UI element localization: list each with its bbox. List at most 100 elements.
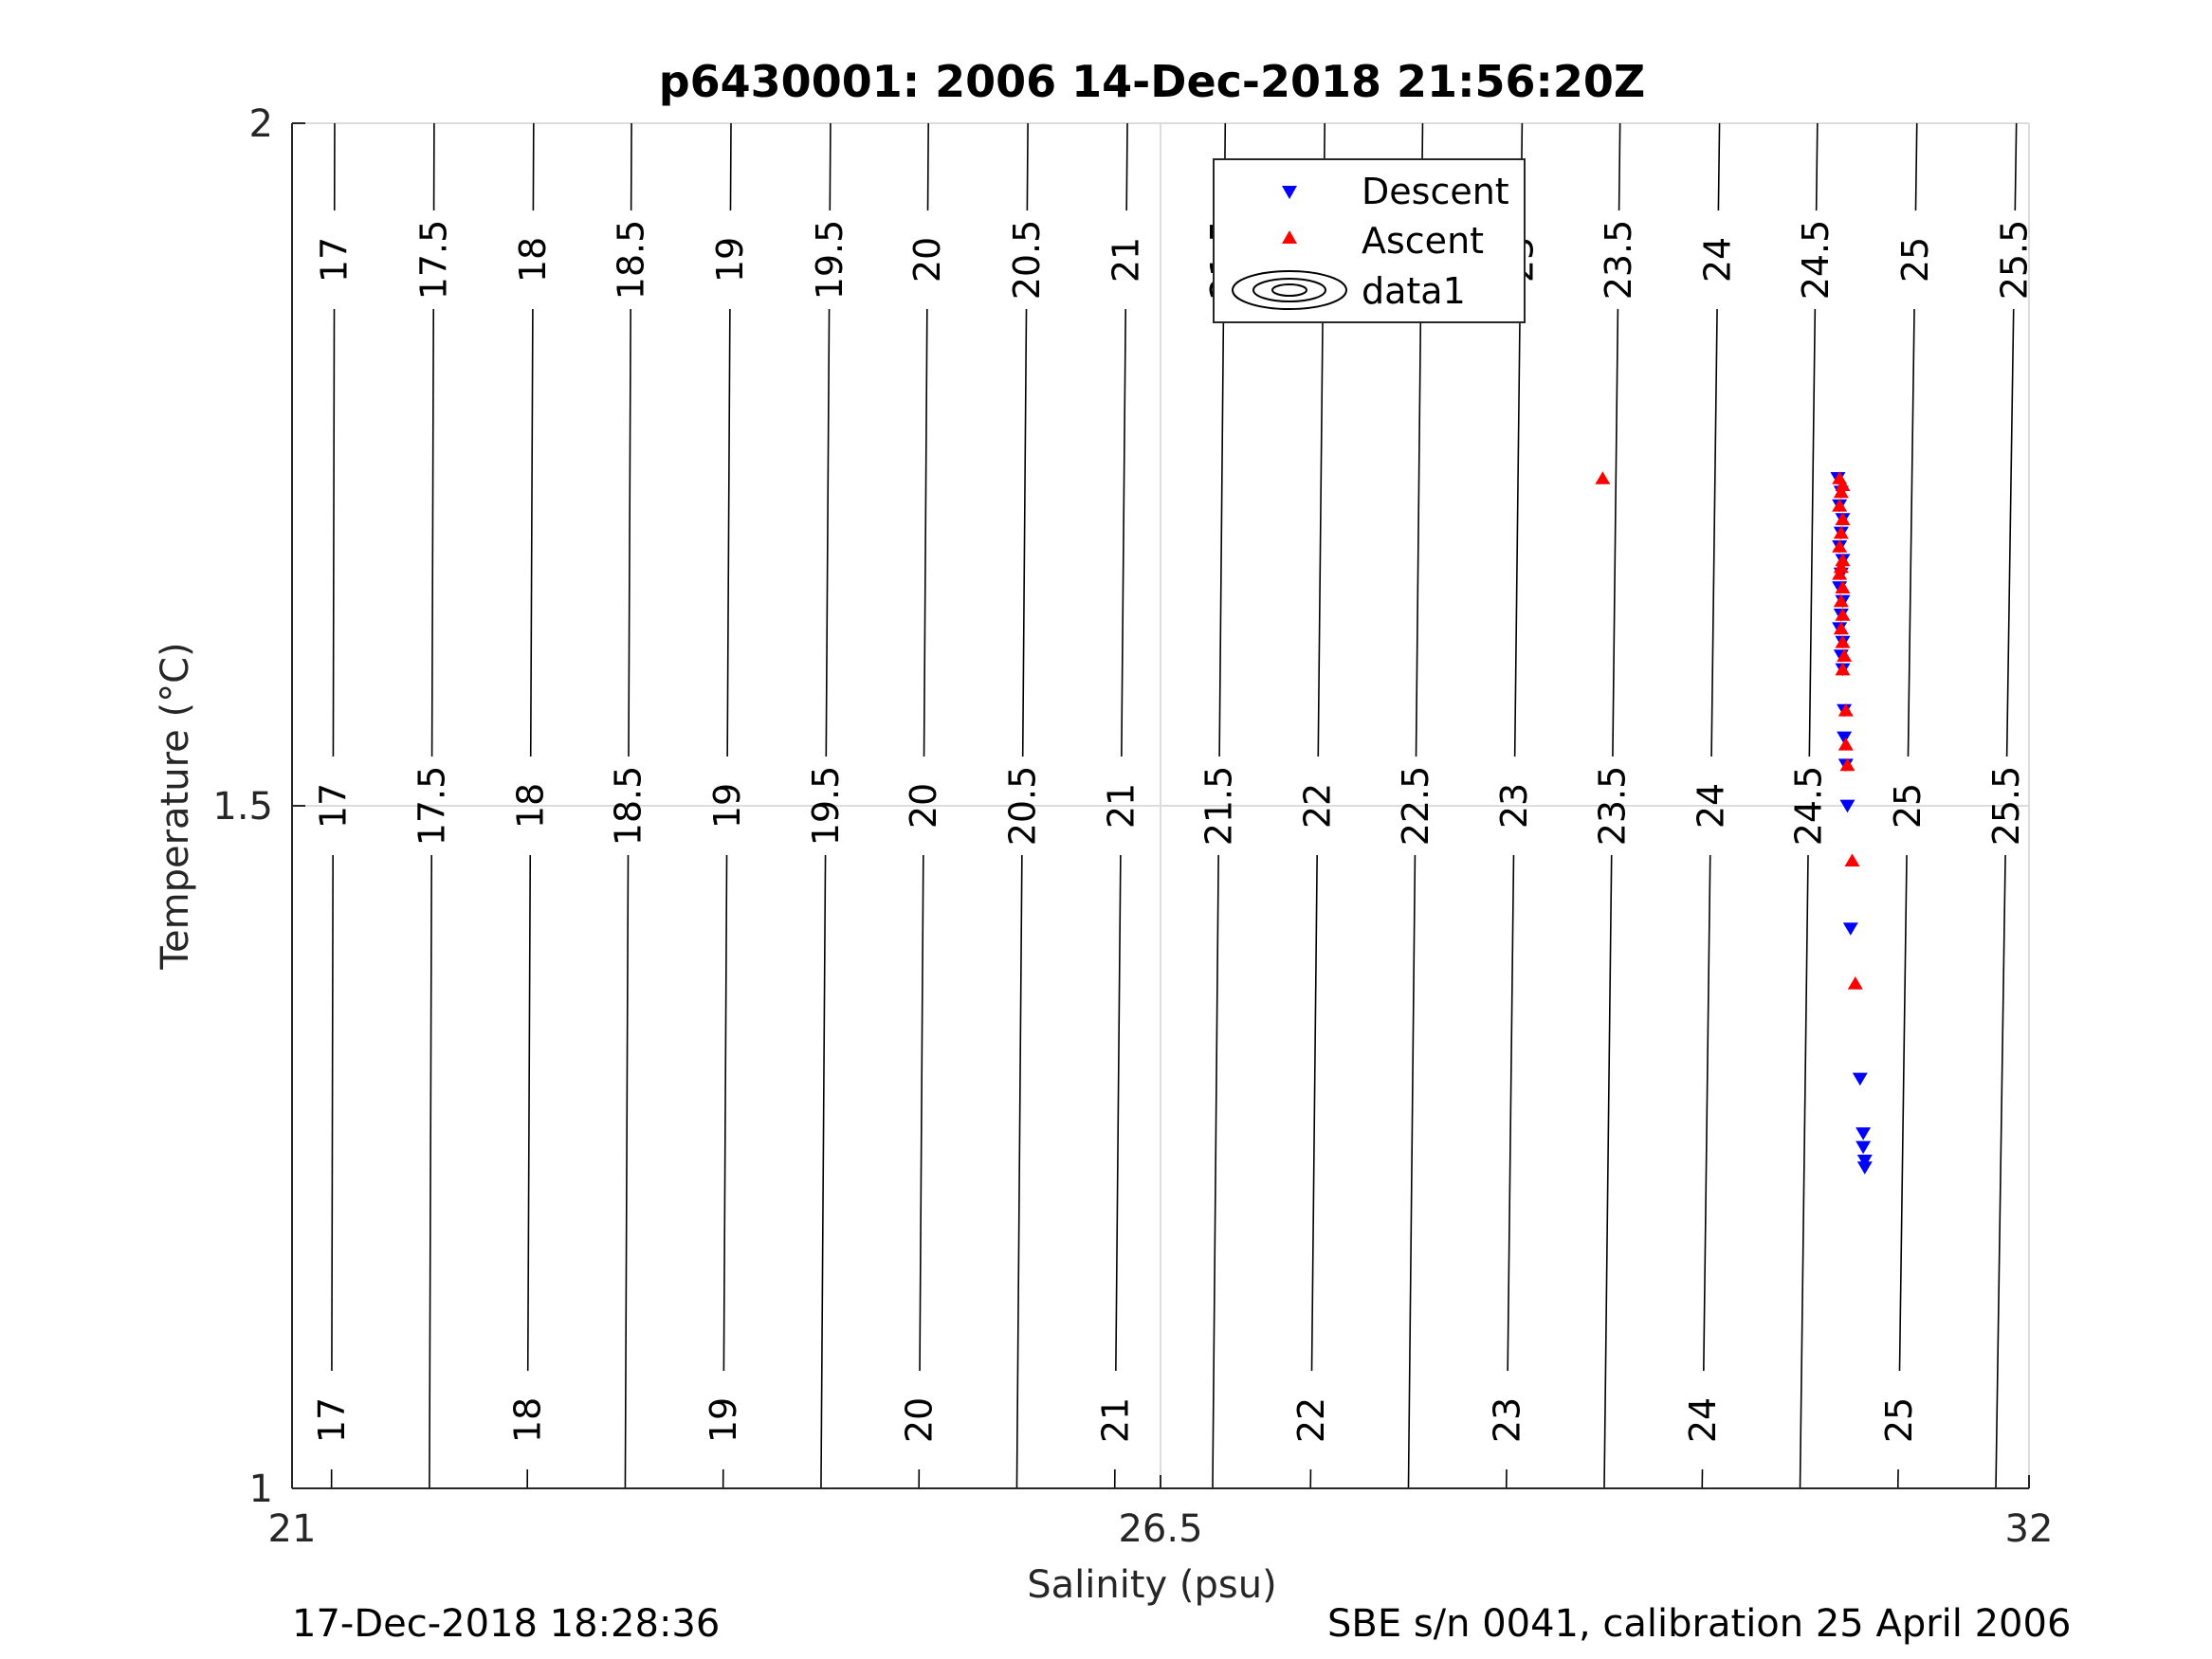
legend: Descent Ascent data1 xyxy=(1213,158,1526,323)
contour-line-segment xyxy=(2014,122,2018,211)
contour-label: 20.5 xyxy=(1006,220,1048,301)
descent-point xyxy=(1856,1161,1873,1175)
ascent-point xyxy=(1837,703,1854,717)
contour-line-segment xyxy=(1898,854,1908,1372)
contour-line-segment xyxy=(1815,122,1819,211)
contour-label: 22.5 xyxy=(1395,766,1436,847)
ascent-point xyxy=(1839,757,1856,772)
footer-calibration: SBE s/n 0041, calibration 25 April 2006 xyxy=(1327,1602,2072,1646)
footer-timestamp: 17-Dec-2018 18:28:36 xyxy=(292,1602,721,1646)
descent-point xyxy=(1852,1072,1868,1086)
contour-label: 23.5 xyxy=(1598,220,1639,301)
plot-axes: 17 17 17 17.5 17.5 18 18 18 18.5 18.5 19 19 19 19.5 19… xyxy=(212,102,2053,1551)
contour-label: 19 xyxy=(703,1397,744,1443)
contour-line-segment xyxy=(1603,854,1613,1489)
descent-point xyxy=(1856,1127,1872,1140)
ascent-point xyxy=(1833,484,1849,499)
contour-label: 25 xyxy=(1887,783,1929,829)
contour-label: 22 xyxy=(1290,1397,1332,1443)
contour-line-segment xyxy=(624,854,630,1489)
legend-descent-label: Descent xyxy=(1362,171,1509,212)
contour-line-segment xyxy=(1618,122,1621,211)
ascent-point xyxy=(1835,478,1851,491)
contour-line-segment xyxy=(1703,854,1711,1372)
contour-line-segment xyxy=(1218,308,1225,757)
contour-line-segment xyxy=(923,308,928,757)
axis-ticks: 21 26.5 32 1 1.5 2 xyxy=(212,102,2053,1551)
contour-label: 22 xyxy=(1297,783,1339,829)
contour-line-segment xyxy=(1513,308,1521,757)
ascent-point xyxy=(1835,553,1851,567)
descent-point xyxy=(1837,731,1853,745)
contour-line-segment xyxy=(331,854,334,1372)
contour-line-segment xyxy=(1507,854,1515,1372)
descent-point xyxy=(1842,922,1858,936)
contour-line-segment xyxy=(1612,308,1619,757)
contour-line-segment xyxy=(529,308,534,757)
contour-line-segment xyxy=(1907,308,1915,757)
ascent-point xyxy=(1832,567,1848,580)
legend-box xyxy=(1213,158,1526,323)
ascent-point xyxy=(1835,580,1851,593)
contour-line-segment xyxy=(820,854,827,1489)
contour-line-segment xyxy=(1799,854,1809,1489)
contour-line-segment xyxy=(926,122,929,211)
contour-line-segment xyxy=(722,854,728,1372)
contour-line-segment xyxy=(729,122,732,211)
contour-label: 17.5 xyxy=(411,766,452,847)
y-tick-label: 1 xyxy=(249,1468,273,1511)
contour-line-segment xyxy=(429,854,433,1489)
contour-line-segment xyxy=(919,854,924,1372)
contour-line-segment xyxy=(1026,122,1029,211)
contour-label: 23.5 xyxy=(1591,766,1633,847)
legend-contour-icon xyxy=(1232,270,1347,310)
legend-ascent-marker xyxy=(1282,230,1297,244)
contour-label: 25 xyxy=(1878,1397,1920,1443)
ascent-point xyxy=(1835,662,1851,676)
contour-label: 17 xyxy=(314,237,356,283)
contour-line-segment xyxy=(2005,308,2015,757)
contour-label: 17 xyxy=(311,1397,353,1443)
contour-label: 25 xyxy=(1894,237,1936,283)
contour-line-segment xyxy=(726,308,731,757)
contour-label: 17.5 xyxy=(412,220,454,301)
contour-line-segment xyxy=(1015,854,1023,1489)
contour-label: 24 xyxy=(1697,237,1739,283)
contour-line-segment xyxy=(628,308,631,757)
contour-label: 18.5 xyxy=(608,766,649,847)
ascent-point xyxy=(1837,738,1854,751)
contour-label: 18 xyxy=(506,1397,548,1443)
contour-label: 25.5 xyxy=(1985,766,2027,847)
contour-line-segment xyxy=(430,308,435,757)
contour-label: 17 xyxy=(312,783,354,829)
contour-line-segment xyxy=(1310,854,1318,1372)
contour-label: 24.5 xyxy=(1788,766,1830,847)
ascent-point xyxy=(1833,621,1849,635)
contour-line-segment xyxy=(332,308,336,757)
y-tick-label: 2 xyxy=(249,102,273,146)
data-points xyxy=(1595,471,1873,1175)
contour-label: 18.5 xyxy=(610,220,651,301)
contour-line-segment xyxy=(1125,122,1128,211)
ascent-point xyxy=(1835,608,1851,621)
contour-label: 23 xyxy=(1487,1397,1528,1443)
legend-data1-label: data1 xyxy=(1362,270,1466,312)
contour-label: 24 xyxy=(1682,1397,1724,1443)
ascent-point xyxy=(1835,512,1851,525)
contour-label: 24.5 xyxy=(1795,220,1837,301)
contour-line-segment xyxy=(1808,308,1817,757)
contour-label: 21 xyxy=(1100,783,1142,829)
ascent-point xyxy=(1832,499,1848,512)
ascent-point xyxy=(1833,559,1849,574)
ascent-point xyxy=(1835,635,1851,648)
contour-label: 20.5 xyxy=(1001,766,1043,847)
contour-line-segment xyxy=(1914,122,1918,211)
contour-label: 20 xyxy=(899,1397,941,1443)
ascent-point xyxy=(1844,853,1860,866)
contour-line-segment xyxy=(829,122,832,211)
contour-label: 18 xyxy=(512,237,554,283)
x-axis-label: Salinity (psu) xyxy=(1027,1563,1276,1607)
contour-line-segment xyxy=(1212,854,1219,1489)
contour-label: 21 xyxy=(1094,1397,1136,1443)
